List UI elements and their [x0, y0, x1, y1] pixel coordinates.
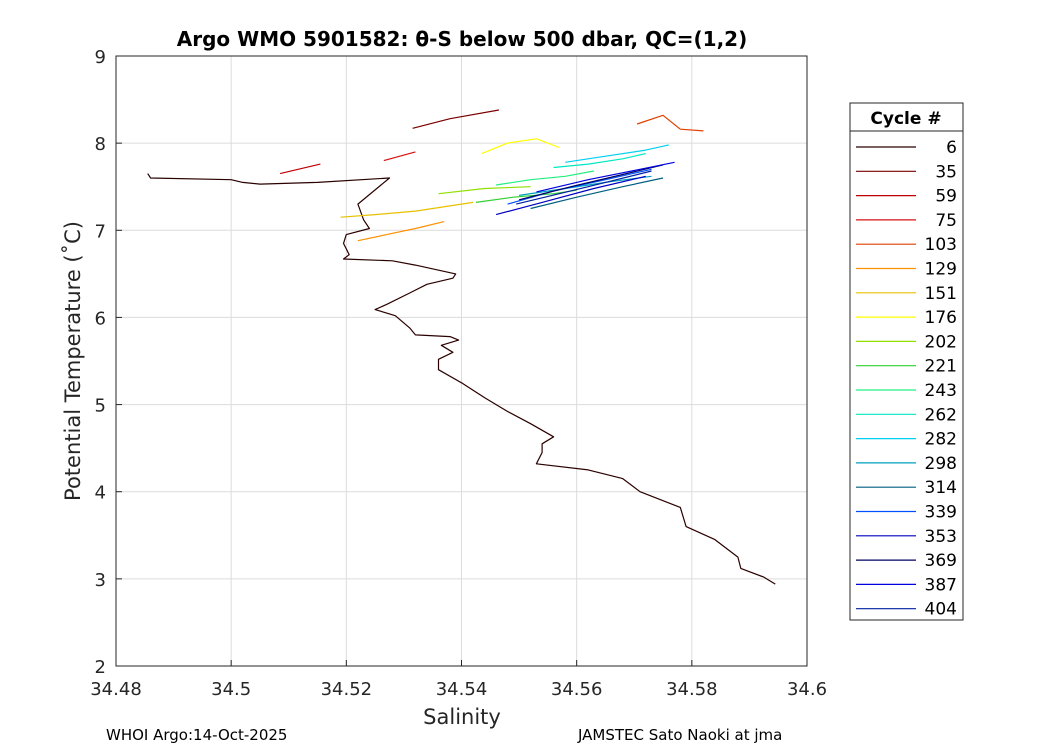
series-line-cycle-59	[279, 163, 321, 175]
y-axis-label: Potential Temperature (˚C)	[61, 221, 85, 501]
y-tick-label: 9	[95, 47, 106, 68]
legend-label-cycle-298: 298	[925, 454, 957, 474]
legend-label-cycle-103: 103	[925, 235, 957, 255]
series-line-cycle-176	[481, 138, 560, 155]
series-line-cycle-353	[495, 175, 646, 216]
series-line-cycle-404	[516, 170, 652, 205]
footer-left: WHOI Argo:14-Oct-2025	[106, 726, 288, 744]
footer-right: JAMSTEC Sato Naoki at jma	[578, 726, 783, 744]
series-line-cycle-129	[357, 221, 445, 242]
legend-label-cycle-59: 59	[935, 187, 957, 207]
series-line-cycle-103	[636, 114, 704, 132]
legend-items: 6 35 59 75 103 129 151 176 202 221 243 262 282 298 314…	[856, 138, 957, 620]
legend-label-cycle-339: 339	[925, 503, 957, 523]
x-tick-label: 34.6	[787, 679, 827, 700]
y-tick-label: 8	[95, 134, 106, 155]
series-line-cycle-75	[383, 151, 416, 162]
series-line-cycle-298	[519, 175, 652, 196]
legend-label-cycle-202: 202	[925, 332, 957, 352]
legend-label-cycle-243: 243	[925, 381, 957, 401]
legend-box	[849, 102, 964, 621]
y-tick-label: 3	[95, 570, 106, 591]
x-tick-label: 34.48	[90, 679, 142, 700]
x-tick-label: 34.52	[321, 679, 373, 700]
series-line-cycle-151	[340, 201, 474, 218]
series-line-cycle-387	[536, 161, 675, 193]
x-tick-label: 34.5	[211, 679, 251, 700]
y-tick-label: 6	[95, 308, 106, 329]
y-tick-label: 4	[95, 483, 106, 504]
series-line-cycle-369	[518, 164, 664, 201]
legend-label-cycle-387: 387	[925, 575, 957, 595]
x-tick-label: 34.56	[551, 679, 603, 700]
legend-label-cycle-404: 404	[925, 600, 957, 620]
legend-label-cycle-176: 176	[925, 308, 957, 328]
legend-label-cycle-151: 151	[925, 284, 957, 304]
series-line-cycle-6	[147, 173, 776, 585]
legend-label-cycle-129: 129	[925, 260, 957, 280]
legend-label-cycle-314: 314	[925, 478, 957, 498]
legend-label-cycle-282: 282	[925, 430, 957, 450]
legend-label-cycle-35: 35	[935, 162, 957, 182]
plot-area-frame	[115, 55, 808, 667]
series-line-cycle-282	[565, 144, 669, 163]
y-tick-label: 2	[95, 657, 106, 678]
grid-lines	[115, 55, 808, 667]
series-line-cycle-202	[438, 186, 531, 195]
y-tick-labels: 2 3 4 5 6 7 8 9	[95, 47, 106, 678]
chart-title: Argo WMO 5901582: θ-S below 500 dbar, QC…	[177, 27, 747, 51]
x-tick-labels: 34.48 34.5 34.52 34.54 34.56 34.58 34.6	[90, 679, 827, 700]
x-tick-label: 34.54	[436, 679, 488, 700]
series-line-cycle-35	[412, 109, 500, 129]
series-line-cycle-262	[553, 153, 646, 169]
series-line-cycle-314	[530, 177, 664, 210]
y-tick-label: 7	[95, 221, 106, 242]
legend-title: Cycle #	[870, 109, 941, 129]
series-line-cycle-339	[507, 168, 652, 205]
x-tick-label: 34.58	[666, 679, 718, 700]
legend-label-cycle-75: 75	[935, 211, 957, 231]
legend-label-cycle-353: 353	[925, 527, 957, 547]
series-layer	[147, 109, 776, 585]
series-line-cycle-243	[496, 170, 595, 186]
legend-label-cycle-6: 6	[946, 138, 957, 158]
x-axis-label: Salinity	[423, 705, 501, 729]
legend: Cycle # 6 35 59 75 103 129 151 176 202 221 243 262 2…	[849, 102, 964, 621]
legend-label-cycle-369: 369	[925, 551, 957, 571]
legend-label-cycle-262: 262	[925, 405, 957, 425]
y-tick-label: 5	[95, 396, 106, 417]
legend-label-cycle-221: 221	[925, 357, 957, 377]
